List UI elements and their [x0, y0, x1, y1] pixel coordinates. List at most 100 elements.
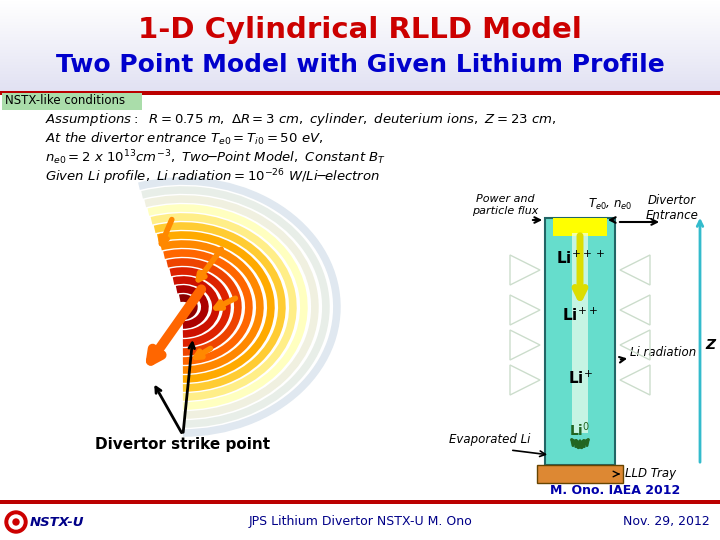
Text: $\it{Assumptions:}$$\it{\ \ R = 0.75\ m,\ \Delta R = 3\ cm,\ cylinder,\ deuteriu: $\it{Assumptions:}$$\it{\ \ R = 0.75\ m,… [45, 111, 557, 129]
Bar [0, 6, 720, 7]
Bar [0, 58, 720, 59]
Bar [0, 52, 720, 53]
Text: Power and
particle flux: Power and particle flux [472, 194, 538, 216]
Bar [537, 465, 623, 483]
Text: NSTX-U: NSTX-U [30, 516, 84, 529]
Bar [0, 93, 720, 94]
Bar [0, 85, 720, 86]
Bar [0, 65, 720, 66]
Bar [0, 87, 720, 88]
Bar [0, 24, 720, 25]
Bar [0, 74, 720, 75]
Text: Divertor
Entrance: Divertor Entrance [646, 194, 698, 222]
Bar [0, 94, 720, 95]
Bar [0, 90, 720, 91]
Bar [0, 75, 720, 76]
Bar [0, 45, 720, 46]
Bar [0, 62, 720, 63]
Bar [0, 82, 720, 83]
Bar [0, 72, 720, 73]
Text: $\it{At\ the\ divertor\ entrance\ T_{e0} = T_{i0} = 50\ eV,}$: $\it{At\ the\ divertor\ entrance\ T_{e0}… [45, 131, 323, 147]
Bar [0, 64, 720, 65]
Bar [553, 218, 607, 236]
Bar [0, 5, 720, 6]
Bar [0, 59, 720, 60]
Bar [0, 71, 720, 72]
Bar [0, 16, 720, 17]
Text: LLD Tray: LLD Tray [625, 468, 676, 481]
Bar [0, 40, 720, 41]
Bar [0, 1, 720, 2]
Bar [0, 49, 720, 50]
Bar [0, 26, 720, 27]
Bar [0, 3, 720, 4]
Bar [0, 61, 720, 62]
Bar [0, 76, 720, 77]
Text: $\it{n_{e0} = 2\ x\ 10^{13}cm^{-3},\ Two\!\!-\!\!Point\ Model,\ Constant\ B_T}$: $\it{n_{e0} = 2\ x\ 10^{13}cm^{-3},\ Two… [45, 148, 386, 167]
Bar [0, 44, 720, 45]
Bar [0, 18, 720, 19]
Text: Nov. 29, 2012: Nov. 29, 2012 [624, 516, 710, 529]
Bar [0, 60, 720, 61]
Bar [0, 10, 720, 11]
Bar [0, 23, 720, 24]
Bar [0, 63, 720, 64]
Bar [0, 47, 720, 48]
Bar [0, 77, 720, 78]
Text: Evaporated Li: Evaporated Li [449, 434, 531, 447]
Text: $\it{Given\ Li\ profile,\ Li\ radiation = 10^{-26}\ W/Li\!\!-\!\!electron}$: $\it{Given\ Li\ profile,\ Li\ radiation … [45, 167, 380, 187]
Bar [0, 37, 720, 38]
Bar [0, 39, 720, 40]
Bar [0, 66, 720, 67]
Bar [0, 20, 720, 21]
Bar [0, 54, 720, 55]
Text: JPS Lithium Divertor NSTX-U M. Ono: JPS Lithium Divertor NSTX-U M. Ono [248, 516, 472, 529]
Text: 1-D Cylindrical RLLD Model: 1-D Cylindrical RLLD Model [138, 16, 582, 44]
Bar [0, 78, 720, 79]
Bar [0, 31, 720, 32]
Bar [0, 91, 720, 92]
Bar [0, 11, 720, 12]
Bar [0, 15, 720, 16]
Bar [0, 42, 720, 43]
Bar [0, 69, 720, 70]
Bar [0, 19, 720, 20]
Bar [0, 73, 720, 74]
Bar [0, 83, 720, 84]
Bar [0, 0, 720, 1]
Circle shape [5, 511, 27, 533]
Bar [0, 56, 720, 57]
Text: Li$^{0}$: Li$^{0}$ [570, 421, 590, 440]
Bar [0, 36, 720, 37]
Text: NSTX-like conditions: NSTX-like conditions [5, 94, 125, 107]
Bar [0, 32, 720, 33]
Text: Divertor strike point: Divertor strike point [95, 437, 271, 452]
Bar [0, 30, 720, 31]
Text: Li$^{+}$: Li$^{+}$ [567, 369, 593, 387]
Bar [0, 67, 720, 68]
Bar [545, 218, 615, 465]
Bar [0, 7, 720, 8]
Text: $T_{e0}$, $n_{e0}$: $T_{e0}$, $n_{e0}$ [588, 197, 632, 212]
Bar [0, 55, 720, 56]
Text: Z (cm): Z (cm) [705, 338, 720, 352]
Bar [0, 50, 720, 51]
Bar [0, 504, 720, 540]
Bar [0, 41, 720, 42]
Bar [572, 233, 588, 433]
Bar [0, 91, 720, 95]
Bar [0, 27, 720, 28]
Bar [0, 92, 720, 93]
Bar [0, 88, 720, 89]
Bar [0, 29, 720, 30]
Bar [0, 25, 720, 26]
Text: Li$^{++}$: Li$^{++}$ [562, 306, 598, 323]
Bar [0, 80, 720, 81]
Bar [0, 53, 720, 54]
Bar [0, 81, 720, 82]
Bar [0, 500, 720, 504]
Circle shape [13, 519, 19, 525]
Bar [0, 34, 720, 35]
Bar [0, 13, 720, 14]
Bar [0, 35, 720, 36]
